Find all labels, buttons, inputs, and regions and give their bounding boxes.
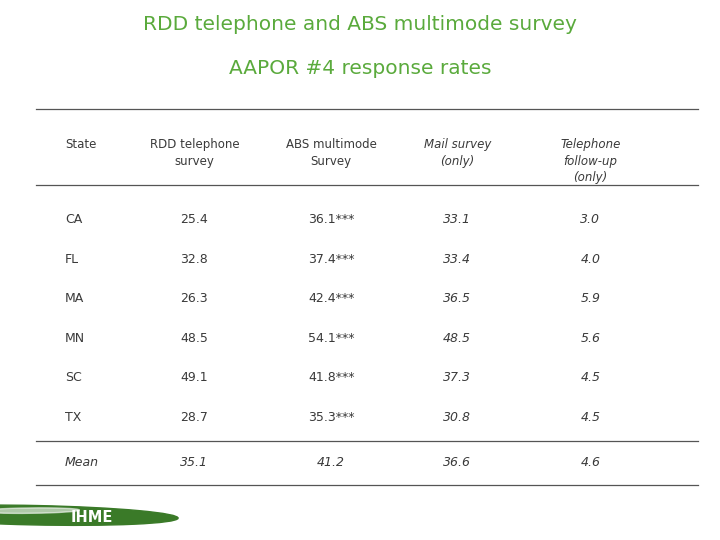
- Text: 4.0: 4.0: [580, 253, 600, 266]
- Text: 48.5: 48.5: [181, 332, 208, 345]
- Text: 37.3: 37.3: [444, 372, 471, 384]
- Ellipse shape: [0, 505, 178, 525]
- Text: 3.0: 3.0: [580, 213, 600, 226]
- Text: 42.4***: 42.4***: [308, 293, 354, 306]
- Text: 30.8: 30.8: [444, 411, 471, 424]
- Text: 25.4: 25.4: [181, 213, 208, 226]
- Text: AAPOR #4 response rates: AAPOR #4 response rates: [229, 59, 491, 78]
- Text: 36.1***: 36.1***: [308, 213, 354, 226]
- Text: 35.1: 35.1: [181, 456, 208, 469]
- Text: 33.4: 33.4: [444, 253, 471, 266]
- Text: 5.6: 5.6: [580, 332, 600, 345]
- Text: 4.5: 4.5: [580, 411, 600, 424]
- Text: ABS multimode
Survey: ABS multimode Survey: [286, 138, 377, 168]
- Ellipse shape: [0, 508, 79, 514]
- Text: CA: CA: [65, 213, 82, 226]
- Text: 48.5: 48.5: [444, 332, 471, 345]
- Text: RDD telephone
survey: RDD telephone survey: [150, 138, 239, 168]
- Text: RDD telephone and ABS multimode survey: RDD telephone and ABS multimode survey: [143, 15, 577, 34]
- Text: Telephone
follow-up
(only): Telephone follow-up (only): [560, 138, 621, 184]
- Text: FL: FL: [65, 253, 79, 266]
- Text: 54.1***: 54.1***: [308, 332, 354, 345]
- Text: 35.3***: 35.3***: [308, 411, 354, 424]
- Text: 33.1: 33.1: [444, 213, 471, 226]
- Text: Mean: Mean: [65, 456, 99, 469]
- Text: IHME: IHME: [71, 510, 113, 524]
- Text: MN: MN: [65, 332, 85, 345]
- Text: Mail survey
(only): Mail survey (only): [423, 138, 491, 168]
- Text: 36.6: 36.6: [444, 456, 471, 469]
- Text: TX: TX: [65, 411, 81, 424]
- Text: 41.2: 41.2: [318, 456, 345, 469]
- Text: 4.5: 4.5: [580, 372, 600, 384]
- Circle shape: [0, 502, 268, 532]
- Text: 49.1: 49.1: [181, 372, 208, 384]
- Text: 26.3: 26.3: [181, 293, 208, 306]
- Text: 37.4***: 37.4***: [308, 253, 354, 266]
- Text: MA: MA: [65, 293, 84, 306]
- Text: SC: SC: [65, 372, 81, 384]
- Text: State: State: [65, 138, 96, 151]
- Text: 32.8: 32.8: [181, 253, 208, 266]
- Text: 28.7: 28.7: [181, 411, 208, 424]
- Text: 36.5: 36.5: [444, 293, 471, 306]
- Text: 41.8***: 41.8***: [308, 372, 354, 384]
- Text: 5.9: 5.9: [580, 293, 600, 306]
- Text: 4.6: 4.6: [580, 456, 600, 469]
